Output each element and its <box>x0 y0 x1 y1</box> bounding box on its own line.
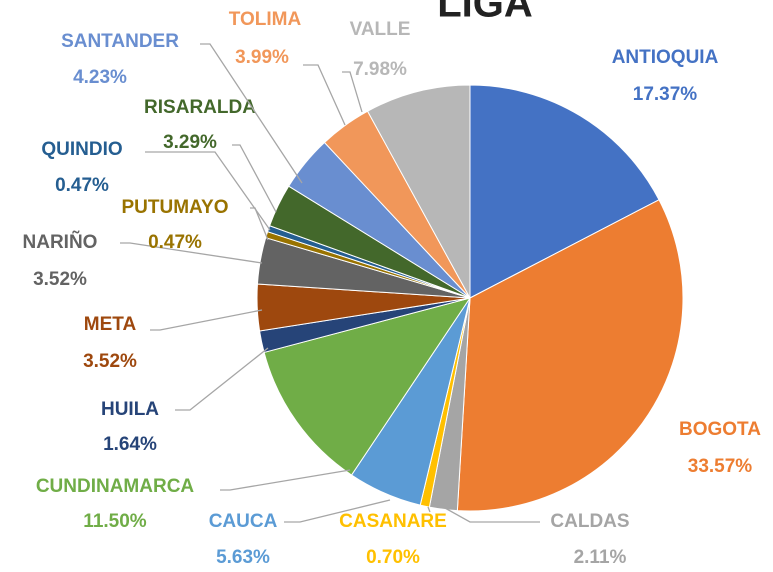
chart-title: LIGA <box>437 0 533 26</box>
value-label: 5.63% <box>216 547 270 568</box>
slice-label: CAUCA <box>209 511 278 532</box>
leader-line <box>120 242 263 264</box>
value-label: 0.47% <box>148 232 202 253</box>
value-label: 3.52% <box>83 351 137 372</box>
slice-label: HUILA <box>101 399 159 420</box>
slice-label: BOGOTA <box>679 419 761 440</box>
slice-label: NARIÑO <box>23 231 98 253</box>
leader-line <box>232 144 277 213</box>
slice-label: ANTIOQUIA <box>612 47 719 68</box>
leader-line <box>444 507 540 523</box>
leader-line <box>175 347 269 411</box>
slice-label: TOLIMA <box>229 9 302 30</box>
slice-label: SANTANDER <box>61 31 179 52</box>
slice-label: RISARALDA <box>144 97 256 118</box>
leader-line <box>427 506 431 513</box>
slice-label: QUINDIO <box>41 139 122 160</box>
slice-label: META <box>84 314 137 335</box>
value-label: 11.50% <box>83 511 146 532</box>
pie-slice <box>456 199 684 512</box>
value-label: 2.11% <box>574 547 627 568</box>
leader-line <box>220 469 351 491</box>
pie-slice <box>366 84 471 299</box>
value-label: 4.23% <box>73 67 127 88</box>
value-label: 0.47% <box>55 175 109 196</box>
value-label: 33.57% <box>688 456 753 477</box>
pie-slice <box>263 297 472 476</box>
slice-label: PUTUMAYO <box>122 197 229 218</box>
leader-line <box>342 71 363 113</box>
value-label: 3.99% <box>235 47 289 68</box>
value-label: 7.98% <box>353 59 407 80</box>
value-label: 0.70% <box>366 547 420 568</box>
leader-line <box>145 151 271 231</box>
value-label: 3.29% <box>163 132 217 153</box>
value-label: 17.37% <box>633 84 698 105</box>
leader-line <box>303 64 346 126</box>
slice-label: CASANARE <box>339 511 447 532</box>
slice-label: CUNDINAMARCA <box>36 476 195 497</box>
leader-line <box>284 499 391 523</box>
slice-label: CALDAS <box>550 511 629 532</box>
value-label: 1.64% <box>103 434 157 455</box>
slice-label: VALLE <box>350 19 411 40</box>
leader-line <box>150 309 263 331</box>
value-label: 3.52% <box>33 269 87 290</box>
leader-line <box>200 43 303 184</box>
pie-slice <box>469 84 660 299</box>
